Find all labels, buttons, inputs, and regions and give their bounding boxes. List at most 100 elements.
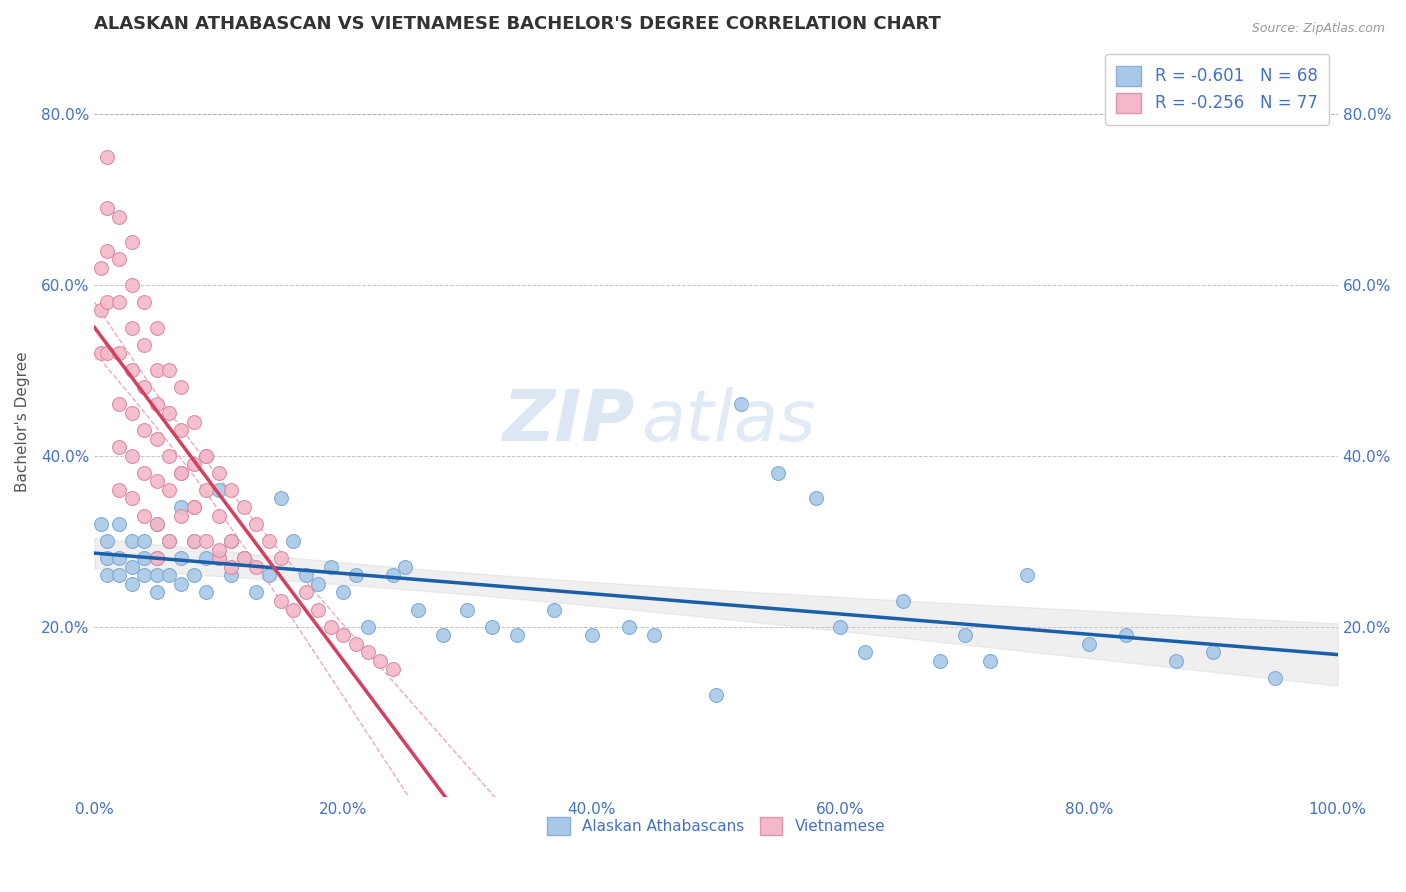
Point (257, 568, 280, 582)
Point (219, 534, 242, 549)
Point (145, 517, 167, 532)
Point (121, 577, 143, 591)
Point (1078, 637, 1101, 651)
Point (134, 534, 156, 549)
Point (208, 466, 231, 480)
Point (134, 380, 156, 394)
Point (1264, 671, 1286, 685)
Point (121, 235, 143, 249)
Point (219, 534, 242, 549)
Point (170, 466, 193, 480)
Point (157, 406, 180, 420)
Point (195, 585, 218, 599)
Point (232, 551, 254, 566)
Point (1164, 654, 1187, 668)
Point (283, 534, 305, 549)
Point (121, 491, 143, 506)
Point (145, 475, 167, 489)
Point (134, 337, 156, 351)
Point (245, 585, 267, 599)
Point (96, 295, 118, 310)
Point (183, 415, 205, 429)
Point (90, 303, 112, 318)
Point (381, 662, 404, 676)
Text: ZIP: ZIP (503, 387, 636, 456)
Point (370, 654, 392, 668)
Point (157, 568, 180, 582)
Point (853, 645, 876, 659)
Point (108, 440, 131, 454)
Point (891, 594, 914, 608)
Point (219, 483, 242, 497)
Point (96, 568, 118, 582)
Point (170, 423, 193, 437)
Point (96, 201, 118, 215)
Point (257, 534, 280, 549)
Point (170, 508, 193, 523)
Point (1015, 568, 1038, 582)
Point (283, 602, 305, 616)
Point (96, 346, 118, 360)
Point (183, 500, 205, 514)
Point (157, 534, 180, 549)
Point (381, 568, 404, 582)
Point (979, 654, 1001, 668)
Point (145, 585, 167, 599)
Text: Source: ZipAtlas.com: Source: ZipAtlas.com (1251, 22, 1385, 36)
Point (270, 594, 292, 608)
Point (108, 210, 131, 224)
Point (90, 260, 112, 275)
Point (730, 397, 752, 411)
Point (344, 637, 367, 651)
Point (543, 602, 565, 616)
Point (145, 363, 167, 377)
Point (232, 551, 254, 566)
Point (96, 150, 118, 164)
Point (145, 568, 167, 582)
Point (121, 534, 143, 549)
Point (170, 466, 193, 480)
Point (108, 252, 131, 267)
Point (270, 491, 292, 506)
Point (219, 559, 242, 574)
Point (183, 500, 205, 514)
Point (617, 619, 640, 633)
Point (195, 449, 218, 463)
Point (195, 483, 218, 497)
Point (704, 688, 727, 702)
Point (121, 449, 143, 463)
Point (157, 483, 180, 497)
Legend: Alaskan Athabascans, Vietnamese: Alaskan Athabascans, Vietnamese (536, 806, 896, 847)
Point (804, 491, 827, 506)
Point (157, 534, 180, 549)
Point (219, 568, 242, 582)
Point (170, 577, 193, 591)
Point (406, 602, 429, 616)
Point (295, 568, 318, 582)
Point (394, 559, 416, 574)
Point (432, 628, 454, 642)
Point (121, 406, 143, 420)
Point (145, 517, 167, 532)
Point (108, 483, 131, 497)
Point (108, 295, 131, 310)
Point (581, 628, 603, 642)
Point (170, 500, 193, 514)
Point (344, 568, 367, 582)
Point (134, 551, 156, 566)
Point (195, 449, 218, 463)
Point (1115, 628, 1137, 642)
Point (643, 628, 665, 642)
Point (1202, 645, 1225, 659)
Point (157, 363, 180, 377)
Point (245, 517, 267, 532)
Point (134, 568, 156, 582)
Point (357, 619, 380, 633)
Point (208, 483, 231, 497)
Point (208, 542, 231, 557)
Point (121, 277, 143, 292)
Point (357, 645, 380, 659)
Point (157, 449, 180, 463)
Point (145, 551, 167, 566)
Point (481, 619, 503, 633)
